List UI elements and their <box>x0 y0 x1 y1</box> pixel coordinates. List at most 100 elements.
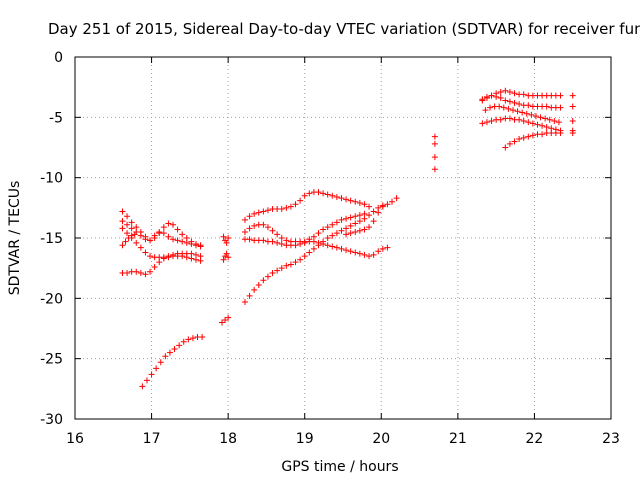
data-point <box>246 292 253 299</box>
data-point <box>361 201 368 208</box>
data-point <box>506 140 513 147</box>
data-point <box>188 255 195 262</box>
x-tick-label: 16 <box>66 431 84 447</box>
data-point <box>241 216 248 223</box>
data-point <box>516 116 523 123</box>
y-axis-label: SDTVAR / TECUs <box>7 181 23 296</box>
data-point <box>162 353 169 360</box>
y-tick-label: 0 <box>54 50 63 66</box>
data-point <box>356 212 363 219</box>
data-point <box>292 201 299 208</box>
data-point <box>278 241 285 248</box>
data-point <box>301 253 308 260</box>
chart-title: Day 251 of 2015, Sidereal Day-to-day VTE… <box>48 20 640 38</box>
data-point <box>188 241 195 248</box>
data-point <box>539 131 546 138</box>
data-point <box>497 88 504 95</box>
data-point <box>519 109 526 116</box>
data-point <box>361 210 368 217</box>
data-point <box>333 244 340 251</box>
x-tick-label: 17 <box>143 431 161 447</box>
data-point <box>431 133 438 140</box>
data-point <box>329 221 336 228</box>
data-point <box>171 346 178 353</box>
data-point <box>165 254 172 261</box>
data-point <box>543 103 550 110</box>
data-point <box>156 228 163 235</box>
data-point <box>324 191 331 198</box>
data-point <box>488 92 495 99</box>
x-tick-label: 18 <box>219 431 237 447</box>
data-point <box>124 269 131 276</box>
data-point <box>251 210 258 217</box>
data-point <box>482 107 489 114</box>
data-point <box>557 92 564 99</box>
data-point <box>347 214 354 221</box>
data-point <box>529 132 536 139</box>
data-point <box>511 99 518 106</box>
data-point <box>269 238 276 245</box>
data-point <box>165 220 172 227</box>
data-point <box>500 104 507 111</box>
data-point <box>537 114 544 121</box>
data-point <box>431 154 438 161</box>
data-point <box>511 90 518 97</box>
data-point <box>343 225 350 232</box>
data-point <box>361 251 368 258</box>
x-tick-label: 21 <box>449 431 467 447</box>
data-point <box>260 237 267 244</box>
data-point <box>431 166 438 173</box>
data-point <box>124 230 131 237</box>
data-point <box>324 242 331 249</box>
data-point <box>274 239 281 246</box>
data-point <box>546 116 553 123</box>
data-point <box>343 196 350 203</box>
data-point <box>199 333 206 340</box>
data-point <box>147 237 154 244</box>
data-point <box>223 250 230 257</box>
y-tick-label: -15 <box>40 231 63 247</box>
data-point <box>502 87 509 94</box>
data-point <box>119 225 126 232</box>
data-point <box>329 232 336 239</box>
data-point <box>160 255 167 262</box>
data-point <box>125 235 132 241</box>
x-tick-label: 19 <box>296 431 314 447</box>
data-point <box>183 254 190 261</box>
data-point <box>493 93 500 100</box>
data-point <box>315 230 322 237</box>
data-point <box>283 262 290 269</box>
data-point <box>179 231 186 238</box>
data-point <box>525 102 532 109</box>
y-tick-label: -5 <box>49 110 63 126</box>
data-point <box>366 212 373 219</box>
data-point <box>189 335 196 342</box>
data-point <box>225 314 232 321</box>
data-point <box>315 239 322 246</box>
data-point <box>520 91 527 98</box>
data-point <box>246 213 253 220</box>
x-tick-label: 23 <box>602 431 620 447</box>
data-point <box>320 241 327 248</box>
data-point <box>356 200 363 207</box>
data-point <box>384 244 391 251</box>
data-point <box>260 208 267 215</box>
data-point <box>375 209 382 216</box>
data-point <box>479 120 486 127</box>
data-point <box>142 249 149 256</box>
data-point <box>183 239 190 246</box>
data-point <box>255 209 262 216</box>
data-point <box>555 119 562 126</box>
data-point <box>379 203 386 210</box>
data-point <box>192 242 199 249</box>
x-axis-label: GPS time / hours <box>281 459 398 475</box>
data-point <box>274 231 281 238</box>
data-point <box>329 192 336 199</box>
data-point <box>352 249 359 256</box>
data-point <box>569 103 576 110</box>
data-point <box>356 227 363 234</box>
data-point <box>528 111 535 118</box>
data-point <box>393 195 400 202</box>
data-point <box>338 227 345 234</box>
data-point <box>297 197 304 204</box>
